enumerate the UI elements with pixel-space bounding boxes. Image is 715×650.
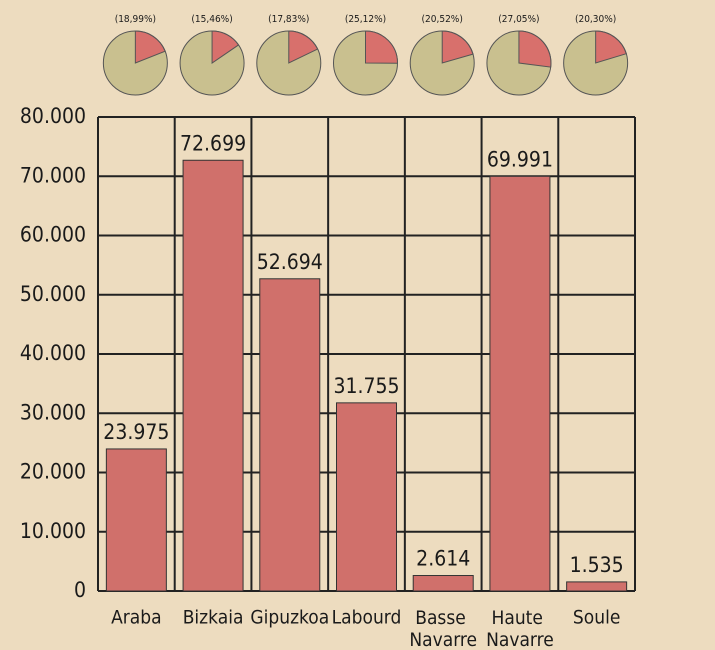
pie-slice: [211, 30, 240, 64]
x-tick-label: Basse Navarre: [409, 607, 477, 650]
x-tick-label: Bizkaia: [183, 607, 244, 629]
x-tick-label: Haute Navarre: [486, 607, 554, 650]
pie-slice: [595, 30, 627, 64]
share-label: (27,05%): [498, 14, 539, 25]
y-tick-label: 30.000: [20, 400, 86, 424]
value-label: 1.535: [570, 553, 624, 577]
y-tick-label: 70.000: [20, 163, 86, 187]
bar: [566, 581, 628, 592]
pie-slice: [288, 30, 319, 64]
pie-slice: [518, 30, 552, 68]
y-tick-label: 20.000: [20, 460, 86, 484]
value-label: 52.694: [257, 250, 323, 274]
pie-slice: [441, 30, 474, 64]
share-label: (25,12%): [345, 14, 386, 25]
bar: [182, 159, 244, 592]
value-label: 31.755: [333, 374, 399, 398]
value-label: 23.975: [103, 420, 169, 444]
pie-slice: [134, 30, 166, 64]
y-tick-label: 80.000: [20, 104, 86, 128]
share-label: (20,52%): [422, 14, 463, 25]
pie-slice: [365, 30, 398, 64]
y-tick-label: 40.000: [20, 341, 86, 365]
bar: [259, 278, 321, 592]
value-label: 2.614: [416, 547, 470, 571]
bar: [105, 448, 167, 592]
y-tick-label: 60.000: [20, 223, 86, 247]
y-tick-label: 10.000: [20, 519, 86, 543]
value-label: 72.699: [180, 131, 246, 155]
x-tick-label: Soule: [573, 607, 620, 629]
x-tick-label: Labourd: [332, 607, 402, 629]
share-label: (15,46%): [191, 14, 232, 25]
bar: [412, 575, 474, 592]
y-tick-label: 0: [74, 578, 86, 602]
y-tick-label: 50.000: [20, 282, 86, 306]
value-label: 69.991: [487, 147, 553, 171]
share-label: (17,83%): [268, 14, 309, 25]
x-tick-label: Araba: [111, 607, 162, 629]
share-label: (20,30%): [575, 14, 616, 25]
bar: [489, 175, 551, 592]
share-label: (18,99%): [115, 14, 156, 25]
bar: [336, 402, 397, 592]
x-tick-label: Gipuzkoa: [250, 607, 329, 629]
